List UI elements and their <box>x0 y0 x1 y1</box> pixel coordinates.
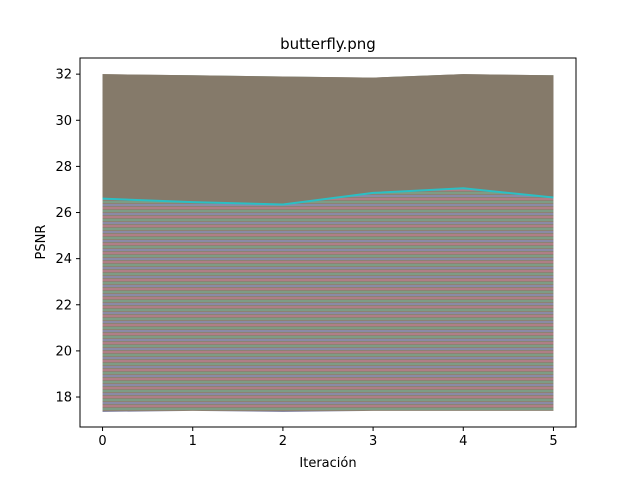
x-axis-label: Iteración <box>299 456 356 471</box>
y-tick-label: 32 <box>55 68 72 83</box>
x-tick-label: 3 <box>369 434 377 449</box>
y-tick-label: 20 <box>55 344 72 359</box>
chart-title: butterfly.png <box>280 35 376 53</box>
y-tick-label: 22 <box>55 298 72 313</box>
x-tick-label: 0 <box>98 434 106 449</box>
image-band <box>102 74 554 413</box>
x-tick-label: 1 <box>189 434 197 449</box>
y-tick-label: 26 <box>55 206 72 221</box>
series-line-0 <box>102 187 554 206</box>
y-tick-label: 18 <box>55 391 72 406</box>
x-tick-label: 2 <box>279 434 287 449</box>
y-axis: 18 20 22 24 26 28 30 32 <box>55 68 80 406</box>
y-tick-label: 24 <box>55 252 72 267</box>
plot-frame <box>79 57 577 428</box>
y-tick-label: 30 <box>55 114 72 129</box>
x-tick-label: 5 <box>549 434 557 449</box>
series-lines <box>102 187 554 206</box>
band-upper-region <box>102 74 554 205</box>
x-axis: 0 1 2 3 4 5 <box>98 427 558 449</box>
x-tick-label: 4 <box>459 434 467 449</box>
y-tick-label: 28 <box>55 160 72 175</box>
y-axis-label: PSNR <box>34 225 49 260</box>
